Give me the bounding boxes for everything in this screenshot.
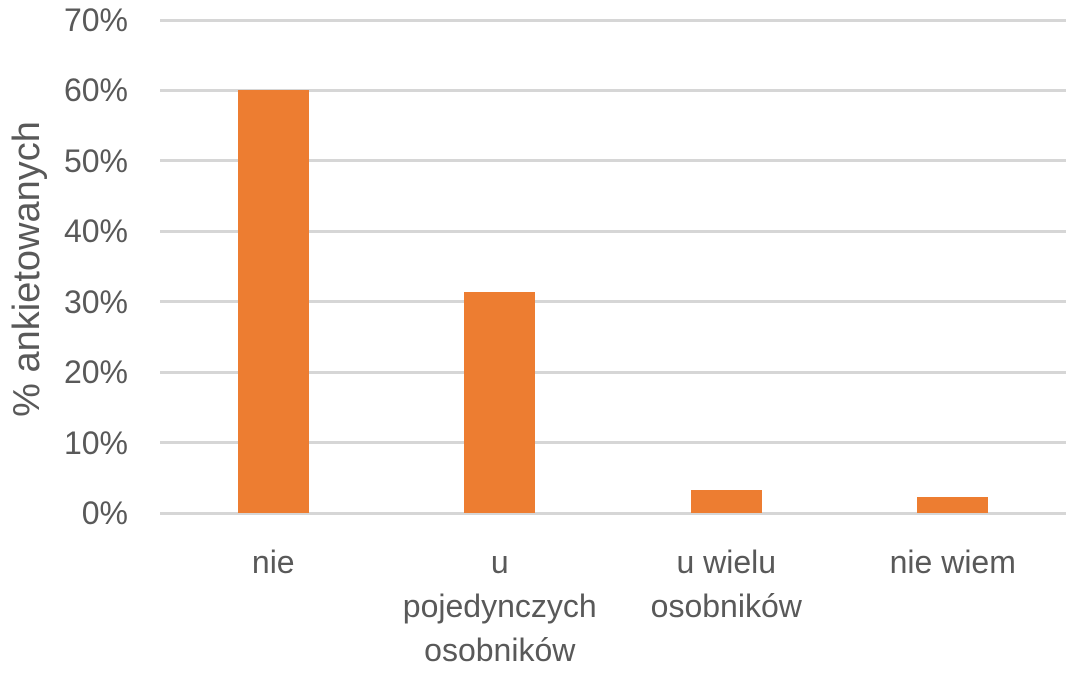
gridline	[160, 229, 1066, 233]
gridline	[160, 300, 1066, 304]
gridline	[160, 370, 1066, 374]
y-tick-label: 40%	[63, 213, 128, 250]
bar	[464, 291, 536, 513]
x-category-label: nie wiem	[889, 544, 1016, 580]
y-tick-label: 70%	[63, 2, 128, 38]
bar	[690, 489, 762, 513]
gridline	[160, 18, 1066, 22]
y-tick-label: 60%	[63, 72, 128, 109]
bar	[917, 496, 989, 513]
y-tick-label: 50%	[63, 142, 128, 179]
gridline	[160, 159, 1066, 163]
x-axis-line	[160, 511, 1066, 515]
y-tick-label: 20%	[63, 354, 128, 391]
bar	[237, 90, 309, 513]
gridline	[160, 88, 1066, 92]
y-tick-label: 0%	[81, 495, 128, 531]
x-category-label: u wielu osobników	[650, 544, 802, 624]
y-tick-label: 30%	[63, 283, 128, 320]
y-tick-label: 10%	[63, 424, 128, 461]
x-category-label: nie	[251, 544, 295, 580]
x-category-label: u pojedynczych osobników	[402, 544, 597, 668]
gridline	[160, 441, 1066, 445]
